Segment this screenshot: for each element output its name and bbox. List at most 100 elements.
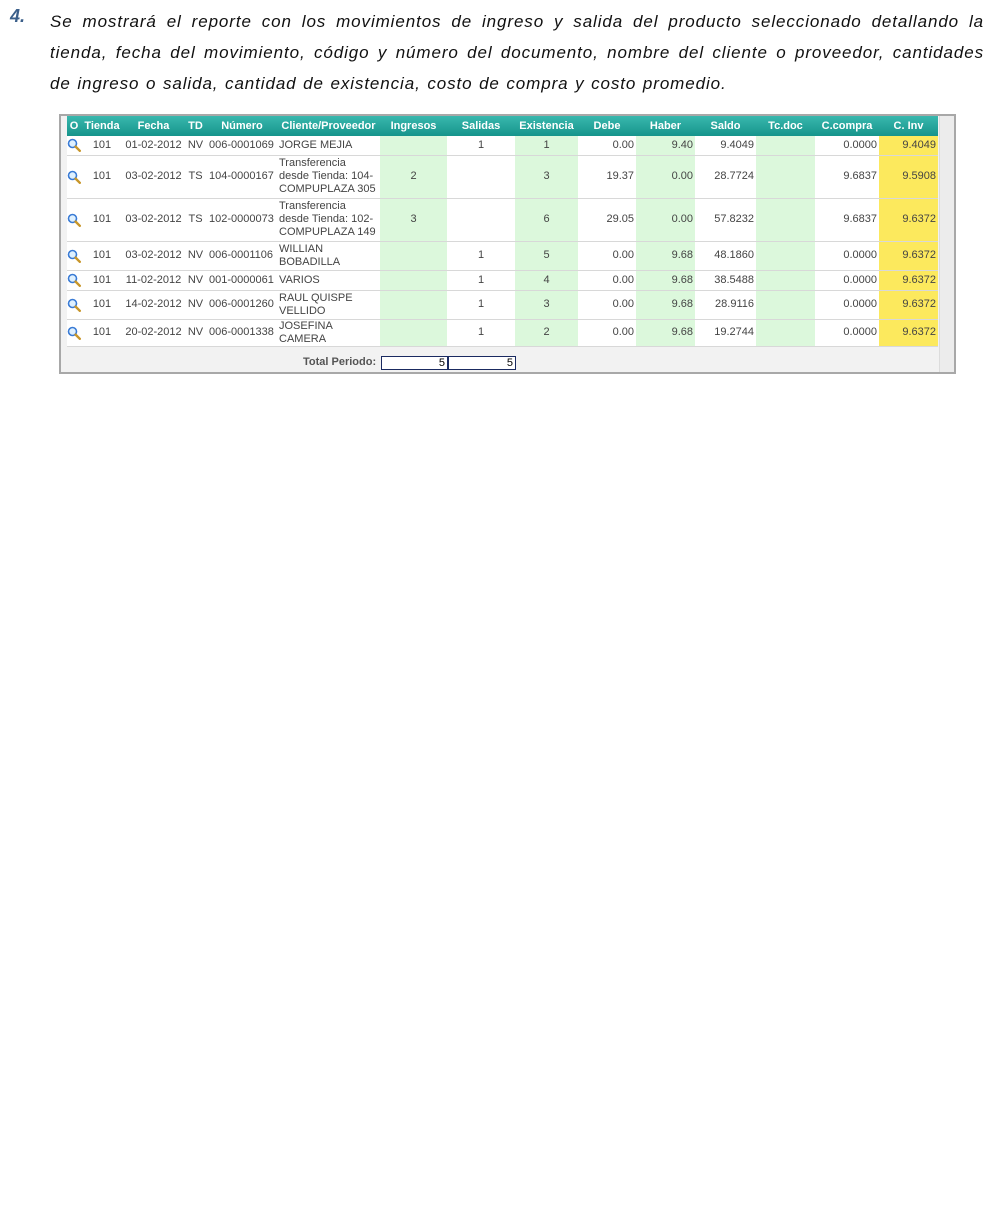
cell-debe: 29.05 — [578, 198, 636, 242]
cell-numero: 006-0001106 — [207, 241, 277, 271]
cell-haber: 9.40 — [636, 136, 695, 156]
column-header[interactable]: Tc.doc — [756, 116, 815, 136]
cell-cinv: 9.6372 — [879, 241, 938, 271]
cell-tienda: 101 — [81, 319, 123, 347]
cell-existencia: 3 — [515, 155, 578, 199]
magnifier-icon[interactable] — [67, 138, 81, 153]
cell-tienda: 101 — [81, 155, 123, 199]
cell-saldo: 19.2744 — [695, 319, 756, 347]
table-row[interactable]: 101 11-02-2012 NV 001-0000061 VARIOS 1 4 0.00 9.… — [67, 270, 938, 291]
column-header[interactable]: Tienda — [81, 116, 123, 136]
cell-fecha: 03-02-2012 — [123, 155, 184, 199]
magnifier-icon[interactable] — [67, 298, 81, 312]
cell-tcdoc — [756, 198, 815, 242]
cell-haber: 9.68 — [636, 290, 695, 320]
cell-fecha: 03-02-2012 — [123, 241, 184, 271]
cell-existencia: 3 — [515, 290, 578, 320]
cell-tienda: 101 — [81, 241, 123, 271]
total-salidas-field[interactable]: 5 — [448, 356, 516, 370]
table-row[interactable]: 101 20-02-2012 NV 006-0001338 JOSEFINA CAMER… — [67, 319, 938, 347]
row-detail-cell[interactable] — [67, 198, 81, 242]
cell-haber: 9.68 — [636, 270, 695, 291]
cell-td: TS — [184, 155, 207, 199]
cell-tcdoc — [756, 290, 815, 320]
column-header[interactable]: TD — [184, 116, 207, 136]
column-header[interactable]: C.compra — [815, 116, 879, 136]
cell-fecha: 03-02-2012 — [123, 198, 184, 242]
row-detail-cell[interactable] — [67, 270, 81, 291]
table-row[interactable]: 101 03-02-2012 TS 102-0000073 Transferencia … — [67, 198, 938, 242]
cell-salidas — [447, 198, 515, 242]
cell-numero: 006-0001338 — [207, 319, 277, 347]
cell-cliente: Transferencia desde Tienda: 102- COMPUPL… — [277, 198, 380, 242]
cell-salidas: 1 — [447, 319, 515, 347]
total-ingresos-field[interactable]: 5 — [381, 356, 448, 370]
cell-haber: 0.00 — [636, 198, 695, 242]
cell-ingresos — [380, 270, 447, 291]
movements-table: O Tienda Fecha TD Número Cliente/Proveedor Ing… — [67, 116, 938, 347]
report-panel: O Tienda Fecha TD Número Cliente/Proveedor Ing… — [59, 114, 956, 374]
cell-salidas: 1 — [447, 136, 515, 156]
column-header[interactable]: Cliente/Proveedor — [277, 116, 380, 136]
cell-cinv: 9.6372 — [879, 290, 938, 320]
column-header[interactable]: Haber — [636, 116, 695, 136]
cell-debe: 0.00 — [578, 319, 636, 347]
column-header[interactable]: C. Inv — [879, 116, 938, 136]
cell-existencia: 1 — [515, 136, 578, 156]
cell-existencia: 2 — [515, 319, 578, 347]
column-header[interactable]: Debe — [578, 116, 636, 136]
row-detail-cell[interactable] — [67, 319, 81, 347]
cell-cliente: RAUL QUISPE VELLIDO — [277, 290, 380, 320]
cell-td: NV — [184, 270, 207, 291]
cell-td: NV — [184, 319, 207, 347]
cell-tienda: 101 — [81, 136, 123, 156]
cell-numero: 001-0000061 — [207, 270, 277, 291]
table-row[interactable]: 101 03-02-2012 TS 104-0000167 Transferencia … — [67, 155, 938, 199]
cell-existencia: 4 — [515, 270, 578, 291]
vertical-scrollbar[interactable] — [939, 116, 954, 372]
cell-saldo: 28.7724 — [695, 155, 756, 199]
magnifier-icon[interactable] — [67, 326, 81, 340]
cell-cliente: JOSEFINA CAMERA — [277, 319, 380, 347]
cell-ccompra: 9.6837 — [815, 198, 879, 242]
cell-debe: 19.37 — [578, 155, 636, 199]
table-row[interactable]: 101 03-02-2012 NV 006-0001106 WILLIAN BOBADI… — [67, 241, 938, 271]
magnifier-icon[interactable] — [67, 170, 81, 184]
magnifier-icon[interactable] — [67, 273, 81, 287]
row-detail-cell[interactable] — [67, 155, 81, 199]
step-text: Se mostrará el reporte con los movimient… — [50, 12, 984, 93]
magnifier-icon[interactable] — [67, 249, 81, 263]
table-body: 101 01-02-2012 NV 006-0001069 JORGE MEJIA 1 1 0… — [67, 136, 938, 347]
cell-tcdoc — [756, 270, 815, 291]
cell-tienda: 101 — [81, 198, 123, 242]
row-detail-cell[interactable] — [67, 241, 81, 271]
table-row[interactable]: 101 01-02-2012 NV 006-0001069 JORGE MEJIA 1 1 0… — [67, 136, 938, 156]
column-header[interactable]: Número — [207, 116, 277, 136]
magnifier-icon[interactable] — [67, 213, 81, 227]
report-grid-container: O Tienda Fecha TD Número Cliente/Proveedor Ing… — [67, 116, 938, 372]
cell-existencia: 5 — [515, 241, 578, 271]
column-header[interactable]: Salidas — [447, 116, 515, 136]
cell-salidas: 1 — [447, 290, 515, 320]
cell-ccompra: 0.0000 — [815, 270, 879, 291]
cell-fecha: 20-02-2012 — [123, 319, 184, 347]
total-period-label: Total Periodo: — [303, 356, 377, 368]
cell-debe: 0.00 — [578, 270, 636, 291]
cell-saldo: 48.1860 — [695, 241, 756, 271]
table-row[interactable]: 101 14-02-2012 NV 006-0001260 RAUL QUISPE VE… — [67, 290, 938, 320]
cell-cliente: VARIOS — [277, 270, 380, 291]
column-header[interactable]: Saldo — [695, 116, 756, 136]
cell-ingresos — [380, 136, 447, 156]
cell-td: TS — [184, 198, 207, 242]
cell-saldo: 9.4049 — [695, 136, 756, 156]
column-header[interactable]: O — [67, 116, 81, 136]
cell-salidas: 1 — [447, 270, 515, 291]
cell-numero: 102-0000073 — [207, 198, 277, 242]
cell-ccompra: 0.0000 — [815, 319, 879, 347]
row-detail-cell[interactable] — [67, 290, 81, 320]
column-header[interactable]: Fecha — [123, 116, 184, 136]
cell-haber: 9.68 — [636, 241, 695, 271]
column-header[interactable]: Existencia — [515, 116, 578, 136]
column-header[interactable]: Ingresos — [380, 116, 447, 136]
row-detail-cell[interactable] — [67, 136, 81, 156]
